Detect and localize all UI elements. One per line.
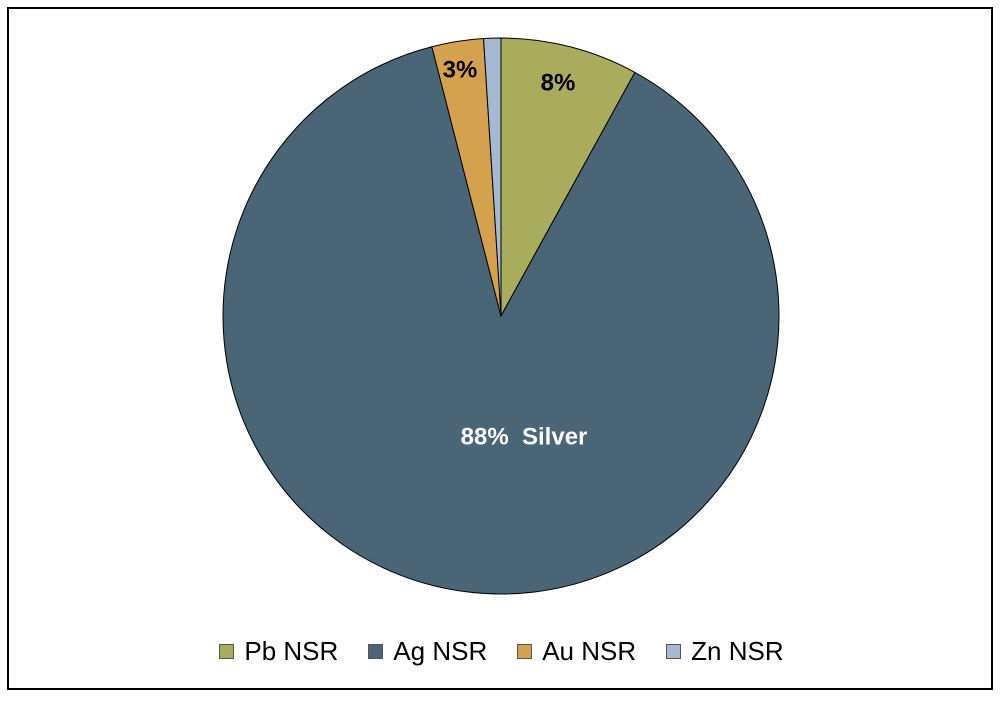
legend: Pb NSR Ag NSR Au NSR Zn NSR [0,636,1003,666]
pie-slice-pb-nsr [500,37,636,317]
legend-item-ag-nsr: Ag NSR [368,636,487,667]
legend-label-au-nsr: Au NSR [542,635,637,666]
data-label-ag-nsr: 88% Silver [461,423,588,450]
legend-swatch-zn-nsr [666,643,682,659]
pie-slices [222,37,780,595]
legend-label-pb-nsr: Pb NSR [244,635,339,666]
legend-swatch-ag-nsr [368,643,384,659]
pie-slice-ag-nsr [222,46,780,595]
legend-swatch-au-nsr [517,643,533,659]
data-label-au-nsr: 3% [443,56,478,83]
data-label-pb-nsr: 8% [541,69,576,96]
legend-item-zn-nsr: Zn NSR [666,635,784,667]
legend-item-pb-nsr: Pb NSR [219,636,338,667]
legend-item-au-nsr: Au NSR [517,636,636,667]
pie-slice-zn-nsr [483,37,502,317]
legend-swatch-pb-nsr [219,643,235,659]
legend-label-ag-nsr: Ag NSR [393,635,488,666]
pie-data-labels: 8% 88% Silver 3% [443,56,588,450]
legend-label-zn-nsr: Zn NSR [691,635,784,666]
